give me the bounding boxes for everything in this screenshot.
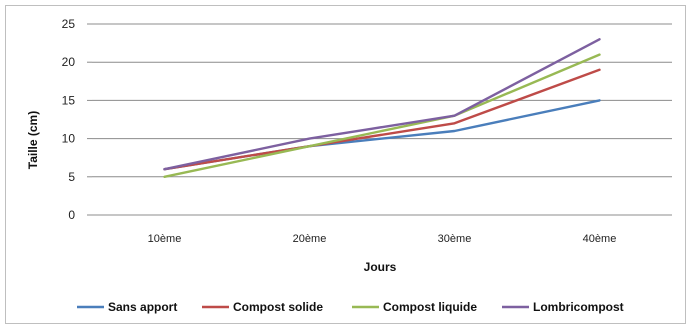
series-lines [163, 38, 601, 179]
x-axis-title: Jours [364, 260, 397, 274]
series-line-4 [163, 38, 601, 171]
x-tick-label: 30ème [438, 233, 472, 245]
y-tick-label: 0 [68, 208, 75, 222]
gridlines [87, 23, 672, 216]
y-tick-label: 10 [62, 132, 76, 146]
legend-label: Compost solide [233, 300, 323, 314]
y-tick-label: 25 [62, 17, 76, 31]
chart-frame [5, 5, 686, 324]
x-tick-label: 10ème [148, 233, 182, 245]
legend-label: Lombricompost [533, 300, 624, 314]
legend-label: Sans apport [108, 300, 177, 314]
x-tick-label: 20ème [293, 233, 327, 245]
series-line-3 [163, 53, 601, 179]
y-tick-labels: 0 5 10 15 20 25 [62, 17, 76, 222]
legend: Sans apport Compost solide Compost liquide… [77, 300, 624, 314]
x-tick-label: 40ème [583, 233, 617, 245]
y-tick-label: 15 [62, 93, 76, 107]
y-tick-label: 20 [62, 55, 76, 69]
series-line-2 [163, 68, 601, 171]
y-tick-label: 5 [68, 170, 75, 184]
legend-label: Compost liquide [383, 300, 477, 314]
x-tick-labels: 10ème 20ème 30ème 40ème [148, 233, 617, 245]
y-axis-title: Taille (cm) [26, 111, 40, 169]
